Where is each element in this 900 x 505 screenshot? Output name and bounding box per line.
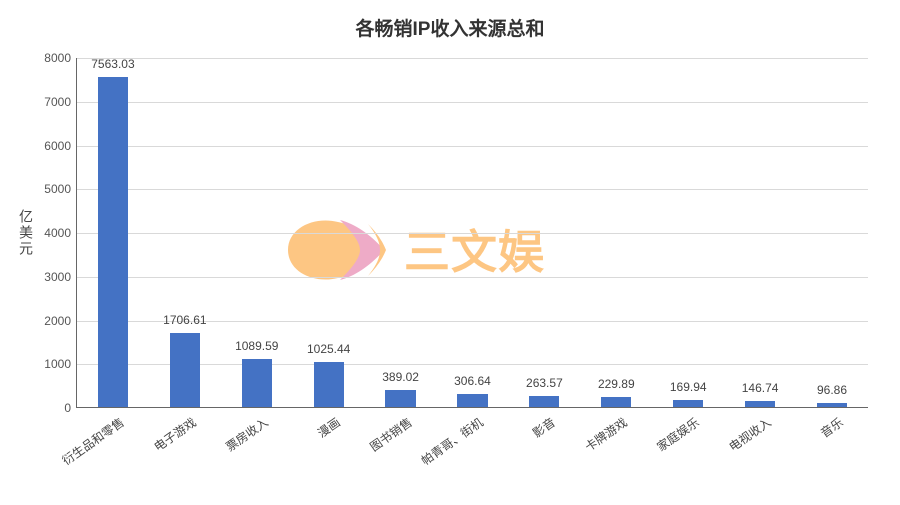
x-axis-label: 漫画 <box>314 414 343 442</box>
y-tick-label: 7000 <box>44 95 77 109</box>
bar: 1089.59 <box>242 359 272 407</box>
bar-slot: 146.74电视收入 <box>724 58 796 407</box>
bar-value-label: 169.94 <box>670 380 707 394</box>
y-tick-label: 5000 <box>44 182 77 196</box>
y-tick-label: 3000 <box>44 270 77 284</box>
bar-value-label: 146.74 <box>742 381 779 395</box>
x-axis-label: 卡牌游戏 <box>582 414 631 455</box>
bar-slot: 229.89卡牌游戏 <box>580 58 652 407</box>
bar-value-label: 263.57 <box>526 376 563 390</box>
y-tick-label: 2000 <box>44 314 77 328</box>
bar: 229.89 <box>601 397 631 407</box>
y-tick-label: 8000 <box>44 51 77 65</box>
bars-container: 7563.03衍生品和零售1706.61电子游戏1089.59票房收入1025.… <box>77 58 868 407</box>
bar-slot: 7563.03衍生品和零售 <box>77 58 149 407</box>
x-axis-label: 影音 <box>529 414 558 442</box>
bar-value-label: 389.02 <box>382 370 419 384</box>
y-tick-label: 4000 <box>44 226 77 240</box>
bar-slot: 169.94家庭娱乐 <box>652 58 724 407</box>
y-tick-label: 0 <box>64 401 77 415</box>
bar-value-label: 1089.59 <box>235 339 278 353</box>
bar: 1706.61 <box>170 333 200 407</box>
bar: 169.94 <box>673 400 703 407</box>
bar-value-label: 229.89 <box>598 377 635 391</box>
bar: 1025.44 <box>314 362 344 407</box>
bar: 389.02 <box>385 390 415 407</box>
x-axis-label: 票房收入 <box>222 414 271 455</box>
x-axis-label: 电视收入 <box>725 414 774 455</box>
bar: 263.57 <box>529 396 559 407</box>
x-axis-label: 衍生品和零售 <box>59 414 128 469</box>
bar: 7563.03 <box>98 77 128 407</box>
bar-slot: 1025.44漫画 <box>293 58 365 407</box>
bar-slot: 306.64帕青哥、街机 <box>437 58 509 407</box>
bar-slot: 263.57影音 <box>508 58 580 407</box>
bar-value-label: 1706.61 <box>163 313 206 327</box>
plot-area: 7563.03衍生品和零售1706.61电子游戏1089.59票房收入1025.… <box>76 58 868 408</box>
x-axis-label: 音乐 <box>817 414 846 442</box>
bar: 306.64 <box>457 394 487 407</box>
y-tick-label: 1000 <box>44 357 77 371</box>
bar-slot: 96.86音乐 <box>796 58 868 407</box>
x-axis-label: 电子游戏 <box>150 414 199 455</box>
x-axis-label: 帕青哥、街机 <box>418 414 487 469</box>
bar-value-label: 96.86 <box>817 383 847 397</box>
chart-title: 各畅销IP收入来源总和 <box>0 14 900 41</box>
y-tick-label: 6000 <box>44 139 77 153</box>
x-axis-label: 图书销售 <box>366 414 415 455</box>
bar-value-label: 1025.44 <box>307 342 350 356</box>
x-axis-label: 家庭娱乐 <box>653 414 702 455</box>
bar-slot: 1089.59票房收入 <box>221 58 293 407</box>
bar: 96.86 <box>817 403 847 407</box>
bar: 146.74 <box>745 401 775 407</box>
bar-slot: 389.02图书销售 <box>365 58 437 407</box>
bar-value-label: 7563.03 <box>91 57 134 71</box>
bar-value-label: 306.64 <box>454 374 491 388</box>
bar-slot: 1706.61电子游戏 <box>149 58 221 407</box>
y-axis-label: 亿美元 <box>16 209 36 257</box>
